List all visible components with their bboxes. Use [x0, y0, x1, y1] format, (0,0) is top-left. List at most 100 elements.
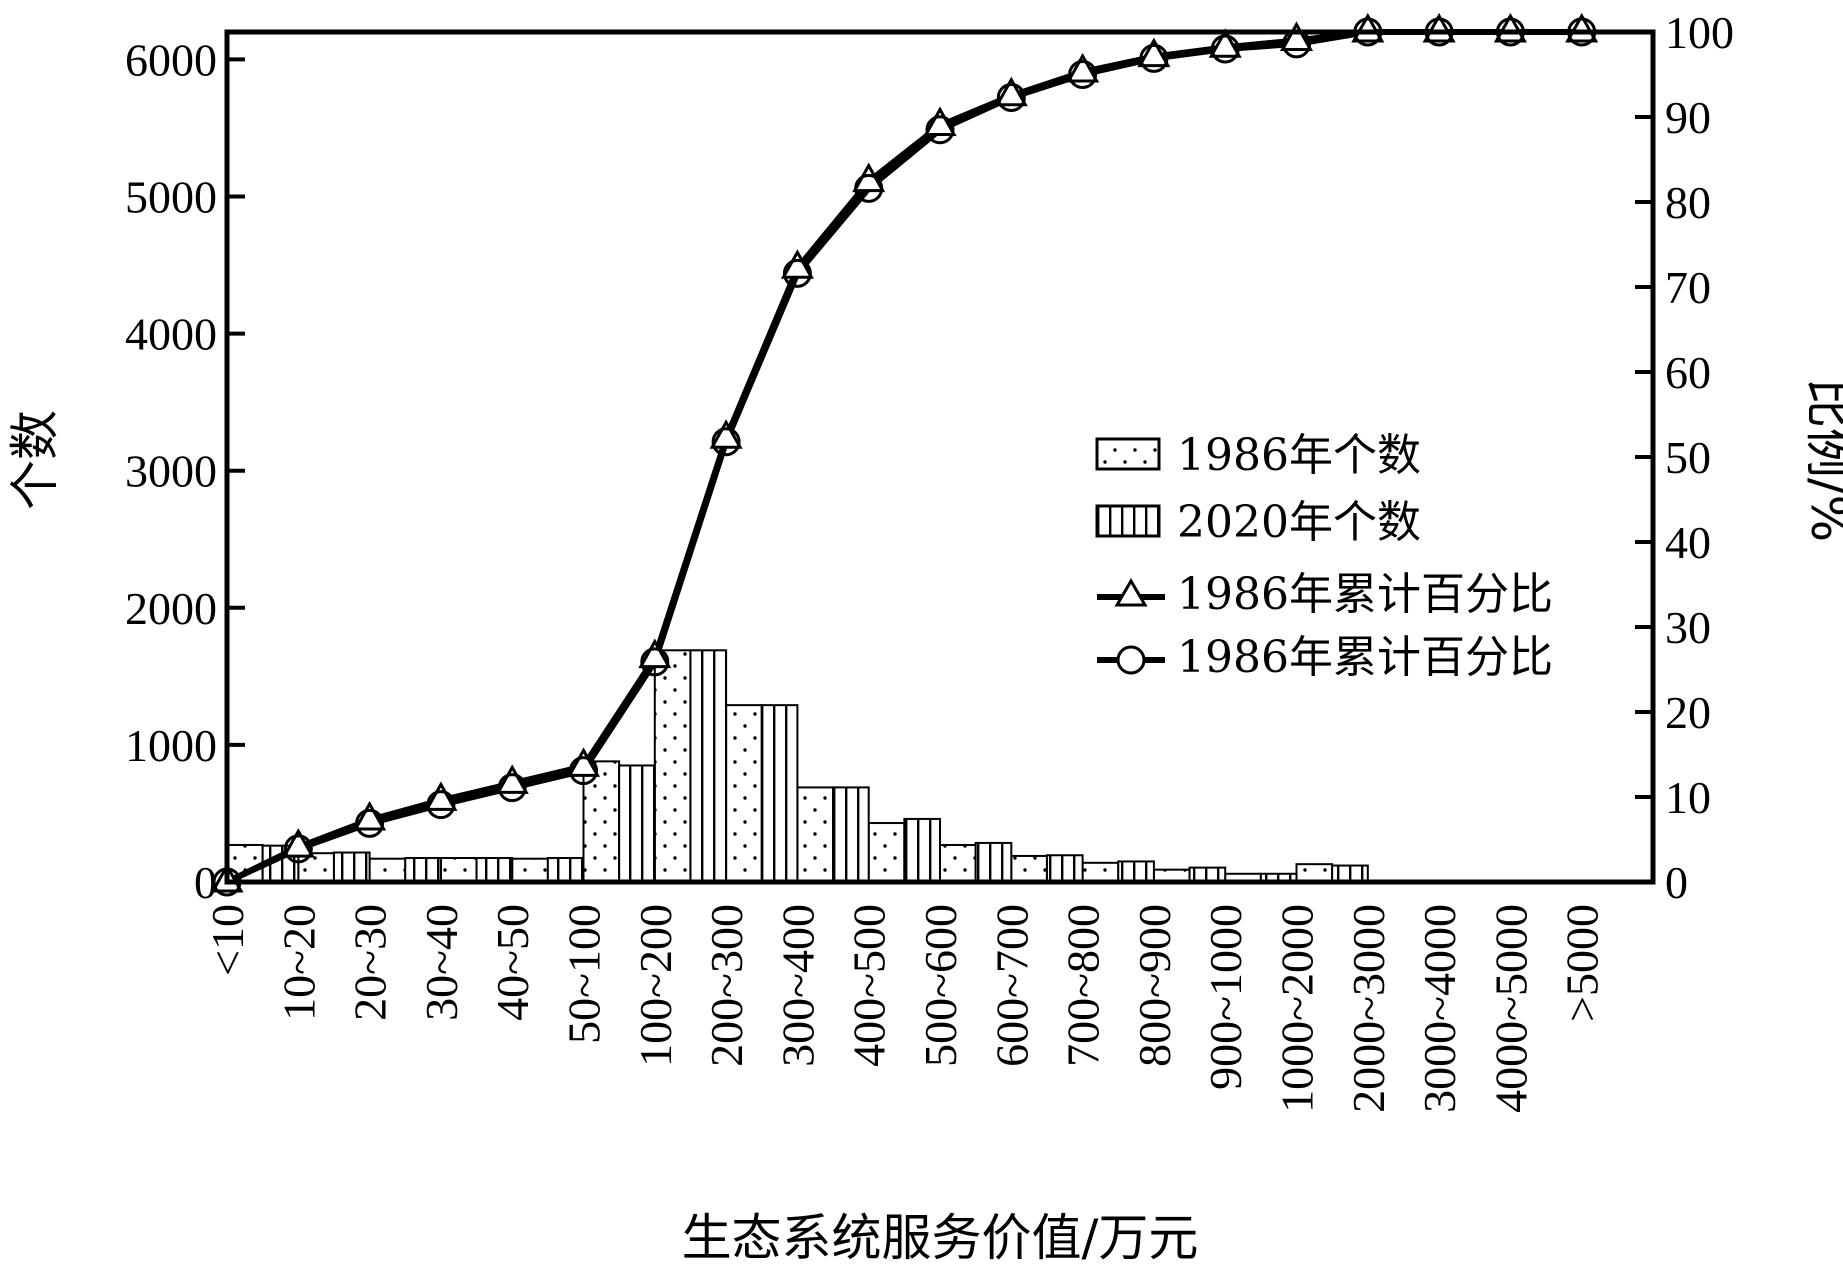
x-tick-label: 400~500	[844, 904, 895, 1067]
right-tick-label: 70	[1665, 262, 1711, 313]
x-axis: <10 10~20 20~30 30~40 40~50 50~100 100~200 200~…	[202, 904, 1608, 1113]
left-tick-label: 6000	[125, 34, 217, 85]
right-tick-label: 0	[1665, 857, 1688, 908]
y-axis-title: 个数	[6, 410, 64, 510]
x-tick-label: 50~100	[559, 904, 610, 1044]
legend-label: 1986年个数	[1177, 430, 1421, 481]
triangle-marker-6	[638, 638, 672, 669]
right-tick-label: 80	[1665, 177, 1711, 228]
x-tick-label: >5000	[1557, 904, 1608, 1022]
bar-2020-1	[332, 851, 371, 883]
triangle-marker-4	[495, 764, 529, 794]
legend-triangle-marker	[1114, 578, 1148, 607]
bar-1986-7	[725, 704, 763, 883]
right-axis: 0 10 20 30 40 50 60 70 80 90 100	[1635, 7, 1734, 908]
legend-circle-marker	[1116, 645, 1146, 675]
bar-1986-5	[582, 760, 621, 884]
triangle-marker-10	[923, 106, 957, 136]
legend-label: 1986年累计百分比	[1177, 632, 1553, 683]
circle-marker-14	[1210, 34, 1240, 64]
left-tick-label: 5000	[125, 172, 217, 223]
left-tick-label: 0	[194, 857, 217, 908]
triangle-marker-2	[353, 800, 387, 831]
legend-item-1986-count: 1986年个数	[1095, 430, 1421, 481]
x-tick-label: 600~700	[986, 904, 1037, 1067]
right-tick-label: 10	[1665, 772, 1711, 823]
circle-marker-13	[1139, 43, 1169, 73]
triangle-marker-1	[281, 828, 315, 858]
legend-label: 1986年累计百分比	[1177, 569, 1553, 620]
x-tick-label: 100~200	[630, 904, 681, 1067]
left-tick-label: 3000	[125, 446, 217, 497]
bar-1986-12	[1081, 861, 1120, 884]
triangle-marker-17	[1422, 12, 1456, 43]
circle-marker-4	[497, 773, 527, 803]
triangle-marker-7	[709, 419, 743, 449]
right-tick-label: 90	[1665, 92, 1711, 143]
circle-marker-10	[925, 115, 955, 145]
triangle-marker-19	[1565, 12, 1599, 43]
circle-marker-9	[854, 173, 884, 203]
circle-marker-7	[711, 427, 741, 457]
bar-2020-6	[689, 649, 728, 883]
legend-item-2020-count: 2020年个数	[1095, 497, 1421, 548]
y2-axis-title: 比例/%	[1800, 378, 1843, 542]
triangle-marker-13	[1137, 37, 1171, 68]
x-tick-label: 500~600	[915, 904, 966, 1067]
bar-1986-9	[867, 822, 906, 884]
triangle-marker-11	[994, 76, 1028, 107]
circle-marker-3	[426, 790, 456, 820]
triangle-marker-14	[1208, 28, 1242, 58]
x-tick-label: <10	[202, 904, 253, 976]
circle-marker-6	[640, 647, 670, 677]
circle-marker-11	[996, 82, 1026, 112]
bar-1986-8	[796, 786, 835, 883]
bar-2020-2	[404, 857, 442, 883]
bar-2020-10	[974, 841, 1013, 884]
left-tick-label: 4000	[125, 309, 217, 360]
legend-swatch-stripes	[1095, 504, 1161, 538]
bar-2020-8	[832, 786, 870, 883]
x-tick-label: 900~1000	[1200, 904, 1251, 1090]
triangle-marker-15	[1279, 21, 1314, 51]
x-tick-label: 700~800	[1058, 904, 1109, 1067]
x-tick-label: 4000~5000	[1485, 904, 1536, 1113]
x-tick-label: 200~300	[701, 904, 752, 1067]
triangle-marker-3	[424, 781, 458, 811]
right-tick-label: 50	[1665, 432, 1711, 483]
x-tick-label: 2000~3000	[1343, 904, 1394, 1113]
x-tick-label: 30~40	[416, 904, 467, 1021]
legend-swatch-dots	[1095, 437, 1161, 471]
x-tick-label: 20~30	[345, 904, 396, 1021]
left-tick-label: 1000	[125, 720, 217, 771]
plot-frame	[224, 29, 1656, 885]
bar-1986-3	[439, 857, 478, 883]
left-axis: 0 1000 2000 3000 4000 5000 6000	[125, 34, 245, 908]
triangle-marker-12	[1066, 52, 1100, 83]
legend-item-triangle-line: 1986年累计百分比	[1097, 569, 1553, 620]
circle-marker-8	[782, 258, 812, 288]
x-tick-label: 300~400	[772, 904, 823, 1067]
x-tick-label: 10~20	[273, 904, 324, 1021]
x-axis-title: 生态系统服务价值/万元	[682, 1209, 1199, 1267]
right-tick-label: 30	[1665, 602, 1711, 653]
bar-2020-3	[475, 857, 514, 883]
bar-layer	[226, 649, 1654, 884]
right-tick-label: 40	[1665, 517, 1711, 568]
legend-label: 2020年个数	[1177, 497, 1421, 548]
bar-1986-15	[1295, 863, 1334, 884]
bar-2020-12	[1117, 860, 1155, 884]
circle-marker-12	[1068, 60, 1098, 89]
bar-1986-6	[653, 649, 692, 883]
x-tick-label: 1000~2000	[1272, 904, 1323, 1113]
triangle-marker-5	[566, 747, 601, 777]
bar-1986-2	[368, 857, 407, 883]
triangle-marker-8	[780, 249, 814, 279]
right-tick-label: 100	[1665, 7, 1734, 58]
bar-1986-4	[511, 857, 549, 883]
bar-2020-7	[760, 704, 799, 883]
triangle-marker-16	[1351, 12, 1385, 43]
bar-2020-9	[903, 817, 941, 884]
circle-marker-2	[355, 808, 385, 838]
